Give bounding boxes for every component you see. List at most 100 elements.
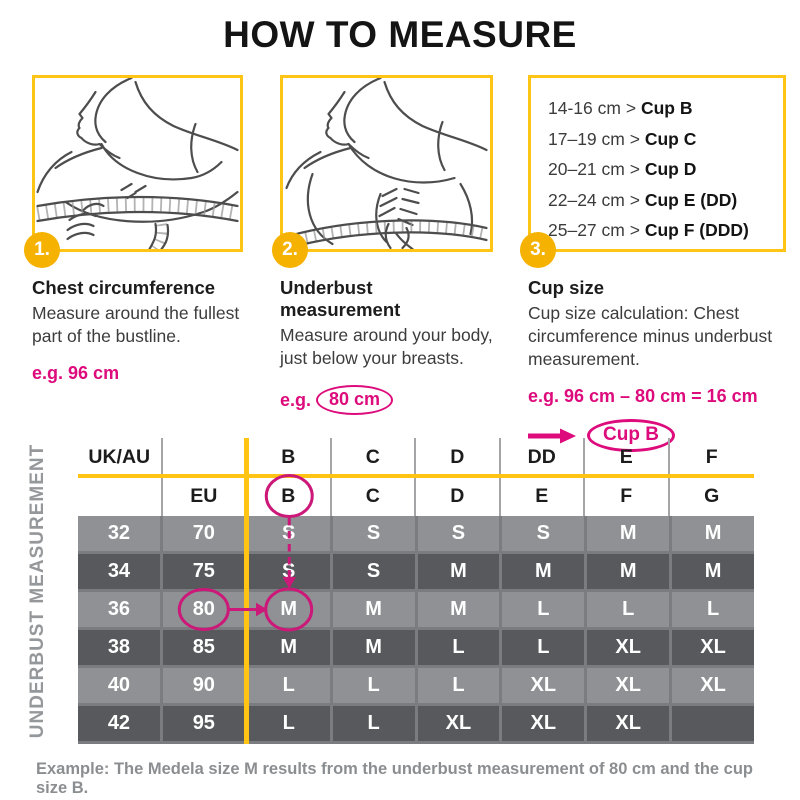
size-chart-table: UK/AU B C D DD E F EU B C D E F G 32 70 … bbox=[78, 438, 754, 744]
cup-label: Cup F (DDD) bbox=[644, 220, 749, 240]
size-cell: M bbox=[672, 516, 754, 551]
size-cell: L bbox=[502, 592, 585, 627]
size-cell: XL bbox=[417, 706, 500, 741]
header-cell-cup: F bbox=[705, 445, 718, 468]
cup-label: Cup C bbox=[644, 128, 697, 149]
header-cell-cup: F bbox=[585, 476, 670, 516]
header-cell-cup: C bbox=[332, 438, 416, 476]
size-cell: M bbox=[332, 630, 415, 665]
eu-size-cell: 90 bbox=[162, 668, 245, 703]
header-cell-eu: EU bbox=[163, 476, 247, 516]
size-chart-body: 32 70 S S S S M M 34 75 S S M M M M 36 8… bbox=[78, 516, 754, 744]
underbust-measurement-drawing bbox=[285, 78, 488, 249]
size-cell: M bbox=[417, 592, 500, 627]
size-cell: S bbox=[332, 516, 415, 551]
size-cell: M bbox=[587, 516, 670, 551]
step-3-section: 14-16 cm > Cup B 17–19 cm > Cup C 20–21 … bbox=[520, 75, 786, 452]
size-cell: XL bbox=[502, 668, 585, 703]
size-cell: S bbox=[247, 516, 330, 551]
size-cell: XL bbox=[502, 706, 585, 741]
header-cell bbox=[163, 438, 247, 476]
step-heading: Chest circumference bbox=[32, 277, 216, 298]
cup-range-row: 22–24 cm > Cup E (DD) bbox=[548, 185, 783, 216]
header-cell-cup: E bbox=[501, 476, 585, 516]
uk-size-cell: 42 bbox=[78, 706, 160, 741]
chest-measurement-illustration: 1. bbox=[24, 75, 243, 268]
size-cell: L bbox=[672, 592, 754, 627]
step-description: Cup size calculation: Chest circumferenc… bbox=[528, 303, 773, 369]
range-label: 22–24 cm bbox=[548, 189, 625, 210]
eu-size-cell: 70 bbox=[162, 516, 245, 551]
range-label: 14-16 cm bbox=[548, 98, 621, 118]
size-cell: XL bbox=[672, 630, 754, 665]
eu-size-cell: 95 bbox=[162, 706, 245, 741]
eu-size-cell: 75 bbox=[162, 554, 245, 589]
size-cell: S bbox=[332, 554, 415, 589]
cup-label: Cup D bbox=[644, 159, 697, 179]
header-cell-cup: D bbox=[416, 476, 501, 516]
cup-range-row: 20–21 cm > Cup D bbox=[548, 154, 783, 185]
uk-size-cell: 36 bbox=[78, 592, 160, 627]
range-label: 17–19 cm bbox=[548, 128, 625, 149]
example-measurement: e.g. 96 cm bbox=[32, 363, 243, 384]
size-chart-header: UK/AU B C D DD E F EU B C D E F G bbox=[78, 438, 754, 516]
size-cell: L bbox=[247, 706, 330, 741]
size-cell: XL bbox=[587, 630, 670, 665]
size-cell: L bbox=[332, 706, 415, 741]
size-cell: M bbox=[417, 554, 500, 589]
uk-size-cell: 32 bbox=[78, 516, 160, 551]
cup-label: Cup E (DD) bbox=[644, 189, 738, 210]
size-cell: M bbox=[587, 554, 670, 589]
header-cell-cup: G bbox=[704, 484, 720, 507]
header-cell-cup: B bbox=[247, 438, 332, 476]
size-cell: L bbox=[417, 668, 500, 703]
header-cell bbox=[78, 476, 163, 516]
header-cell-cup: E bbox=[585, 438, 670, 476]
chest-measurement-drawing bbox=[36, 78, 239, 249]
step-2-section: 2. Underbust measurement Measure around … bbox=[272, 75, 493, 415]
header-cell-cup: DD bbox=[501, 438, 585, 476]
cup-range-row: 14-16 cm > Cup B bbox=[548, 93, 783, 124]
size-cell bbox=[672, 706, 754, 741]
measurement-highlight-oval: 80 cm bbox=[316, 385, 394, 415]
underbust-side-label-text: UNDERBUST MEASUREMENT bbox=[27, 443, 48, 739]
step-heading: Underbust measurement bbox=[280, 277, 401, 320]
size-cell: L bbox=[332, 668, 415, 703]
underbust-side-label: UNDERBUST MEASUREMENT bbox=[10, 438, 66, 744]
example-prefix: e.g. bbox=[280, 389, 312, 410]
size-cell: L bbox=[417, 630, 500, 665]
header-cell-cup: C bbox=[332, 476, 416, 516]
size-cell: M bbox=[247, 592, 330, 627]
size-cell: M bbox=[502, 554, 585, 589]
step-1-section: 1. Chest circumference Measure around th… bbox=[24, 75, 243, 384]
step-number-badge: 1. bbox=[24, 232, 60, 268]
cup-range-row: 17–19 cm > Cup C bbox=[548, 124, 783, 155]
uk-size-cell: 40 bbox=[78, 668, 160, 703]
cup-range-row: 25–27 cm > Cup F (DDD) bbox=[548, 215, 783, 246]
yellow-horizontal-divider bbox=[78, 474, 754, 478]
header-cell-cup: D bbox=[416, 438, 501, 476]
underbust-measurement-illustration: 2. bbox=[272, 75, 493, 268]
size-cell: S bbox=[247, 554, 330, 589]
cup-result-oval: Cup B bbox=[587, 419, 675, 452]
cup-result-row: Cup B bbox=[528, 419, 786, 452]
example-formula: e.g. 96 cm – 80 cm = 16 cm bbox=[528, 386, 758, 406]
size-cell: XL bbox=[672, 668, 754, 703]
size-cell: L bbox=[502, 630, 585, 665]
cup-label: Cup B bbox=[640, 98, 693, 118]
right-arrow-icon bbox=[528, 428, 576, 443]
size-cell: M bbox=[672, 554, 754, 589]
size-cell: S bbox=[502, 516, 585, 551]
size-cell: M bbox=[247, 630, 330, 665]
range-label: 20–21 cm bbox=[548, 159, 625, 179]
eu-size-cell: 80 bbox=[162, 592, 245, 627]
separator: > bbox=[629, 159, 640, 179]
yellow-vertical-divider bbox=[243, 438, 249, 744]
step-heading: Cup size bbox=[528, 277, 605, 298]
step-description: Measure around the fullest part of the b… bbox=[32, 303, 240, 346]
size-cell: XL bbox=[587, 706, 670, 741]
example-measurement: e.g. 80 cm bbox=[280, 385, 493, 415]
size-cell: L bbox=[247, 668, 330, 703]
size-cell: XL bbox=[587, 668, 670, 703]
size-cell: L bbox=[587, 592, 670, 627]
